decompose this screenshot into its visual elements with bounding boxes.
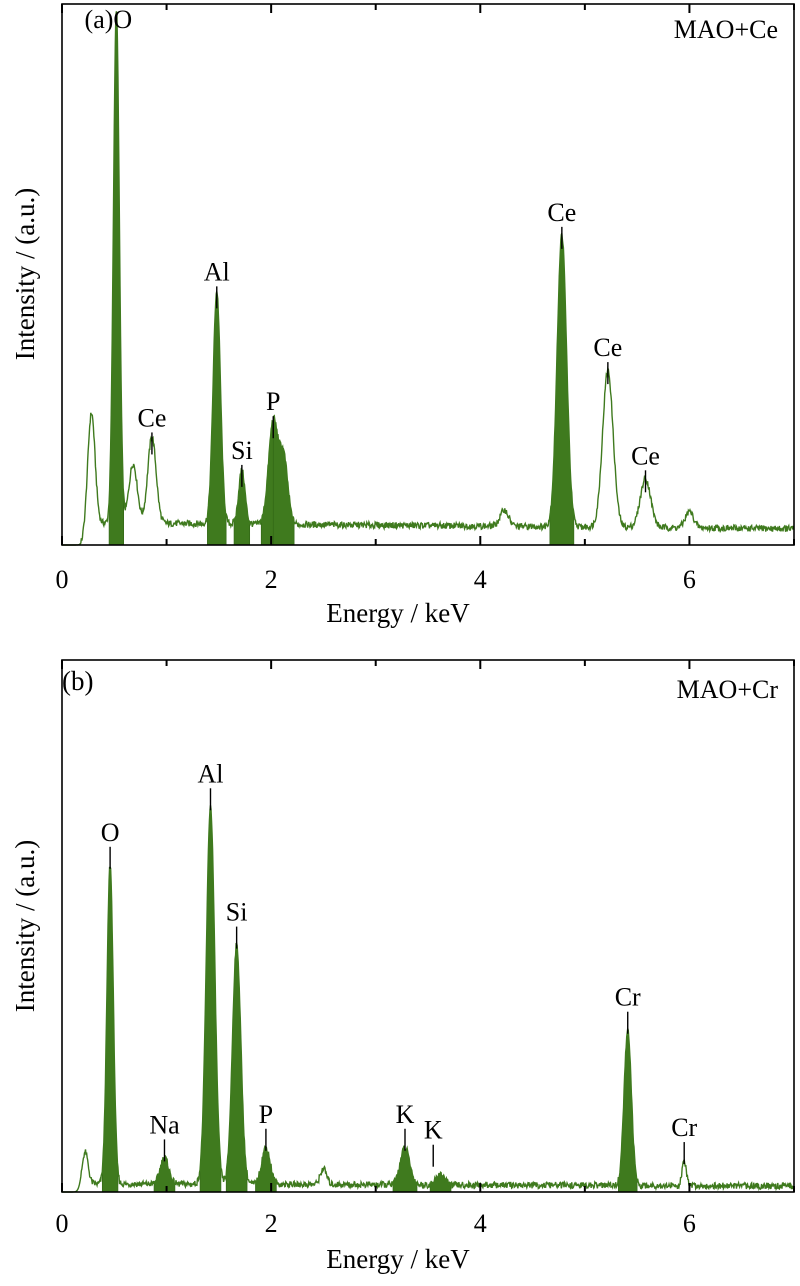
x-tick-label: 6 bbox=[683, 1209, 696, 1238]
peak-fill bbox=[108, 11, 124, 546]
peak-label: Si bbox=[226, 898, 248, 927]
panel-a: MAO+Ce 0 2 4 6 Energy / keV Intensity / (a.u.… bbox=[10, 3, 795, 628]
peak-label: Al bbox=[197, 759, 223, 788]
peak-label: P bbox=[266, 387, 280, 416]
y-axis-title: Intensity / (a.u.) bbox=[10, 188, 40, 360]
x-tick-label: 0 bbox=[56, 1209, 69, 1238]
peak-labels: O Na Al Si P KK Cr Cr bbox=[101, 759, 698, 1167]
spectrum-line bbox=[62, 11, 795, 546]
peak-fill bbox=[272, 415, 295, 546]
x-ticks bbox=[61, 4, 795, 545]
peak-label: Al bbox=[204, 257, 230, 286]
sample-label-a: MAO+Ce bbox=[674, 15, 778, 44]
plot-frame bbox=[61, 659, 795, 1193]
panel-b: (b) MAO+Cr 0 2 4 6 Energy / keV Intensity / (… bbox=[10, 659, 795, 1274]
peak-label: K bbox=[424, 1116, 443, 1145]
peak-label: O bbox=[101, 818, 120, 847]
peak-label: Ce bbox=[631, 441, 660, 470]
peak-label: Cr bbox=[615, 983, 641, 1012]
peak-fill bbox=[549, 233, 575, 546]
peak-fill bbox=[618, 1028, 638, 1193]
x-axis-title: Energy / keV bbox=[326, 598, 470, 628]
peak-fill bbox=[392, 1145, 418, 1193]
spectrum-line bbox=[62, 805, 795, 1193]
peak-label: (a)O bbox=[85, 5, 133, 34]
peak-fill bbox=[199, 805, 222, 1193]
x-tick-label: 4 bbox=[474, 1209, 487, 1238]
peak-label: Na bbox=[149, 1110, 180, 1139]
x-axis-title: Energy / keV bbox=[326, 1244, 470, 1274]
peak-label: Ce bbox=[137, 403, 166, 432]
panel-label-b: (b) bbox=[62, 666, 93, 696]
x-ticks bbox=[61, 660, 795, 1192]
x-tick-label: 4 bbox=[474, 565, 487, 594]
peak-label: Ce bbox=[593, 333, 622, 362]
x-tick-label: 0 bbox=[56, 565, 69, 594]
peak-fill bbox=[101, 866, 119, 1193]
x-tick-label: 6 bbox=[683, 565, 696, 594]
peak-fill bbox=[225, 942, 248, 1193]
peak-label: P bbox=[259, 1100, 273, 1129]
peak-label: Ce bbox=[547, 198, 576, 227]
peak-fills bbox=[101, 805, 638, 1193]
peak-labels: (a)O Ce Al Si P Ce Ce Ce bbox=[85, 5, 660, 493]
y-axis-title: Intensity / (a.u.) bbox=[10, 840, 40, 1012]
x-tick-label: 2 bbox=[265, 1209, 278, 1238]
peak-label: Cr bbox=[671, 1113, 697, 1142]
sample-label-b: MAO+Cr bbox=[677, 675, 779, 704]
peak-label: Si bbox=[231, 436, 253, 465]
peak-fill bbox=[207, 290, 227, 546]
peak-label: K bbox=[396, 1100, 415, 1129]
x-tick-label: 2 bbox=[265, 565, 278, 594]
peak-fill bbox=[255, 1145, 277, 1193]
plot-frame bbox=[61, 3, 795, 546]
peak-fills bbox=[108, 11, 575, 546]
